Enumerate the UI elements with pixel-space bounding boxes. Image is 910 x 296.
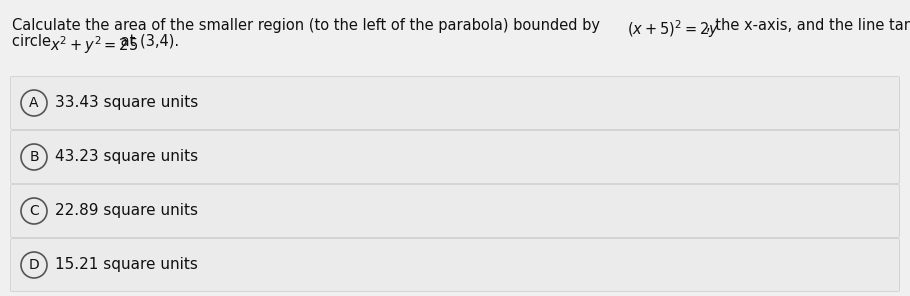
Text: 15.21 square units: 15.21 square units <box>55 258 197 273</box>
Circle shape <box>21 252 47 278</box>
FancyBboxPatch shape <box>11 239 899 292</box>
Circle shape <box>21 90 47 116</box>
Circle shape <box>21 198 47 224</box>
Text: 22.89 square units: 22.89 square units <box>55 204 198 218</box>
Text: circle: circle <box>12 34 56 49</box>
Circle shape <box>21 144 47 170</box>
Text: B: B <box>29 150 39 164</box>
FancyBboxPatch shape <box>11 184 899 237</box>
Text: $(x+5)^2=2y$: $(x+5)^2=2y$ <box>627 18 720 40</box>
Text: A: A <box>29 96 39 110</box>
Text: 33.43 square units: 33.43 square units <box>55 96 198 110</box>
Text: at (3,4).: at (3,4). <box>116 34 179 49</box>
Text: C: C <box>29 204 39 218</box>
Text: $x^2+y^2=25$: $x^2+y^2=25$ <box>50 34 138 56</box>
Text: Calculate the area of the smaller region (to the left of the parabola) bounded b: Calculate the area of the smaller region… <box>12 18 604 33</box>
Text: 43.23 square units: 43.23 square units <box>55 149 198 165</box>
FancyBboxPatch shape <box>11 76 899 130</box>
Text: , the x-axis, and the line tangent to the: , the x-axis, and the line tangent to th… <box>706 18 910 33</box>
Text: D: D <box>28 258 39 272</box>
FancyBboxPatch shape <box>11 131 899 184</box>
